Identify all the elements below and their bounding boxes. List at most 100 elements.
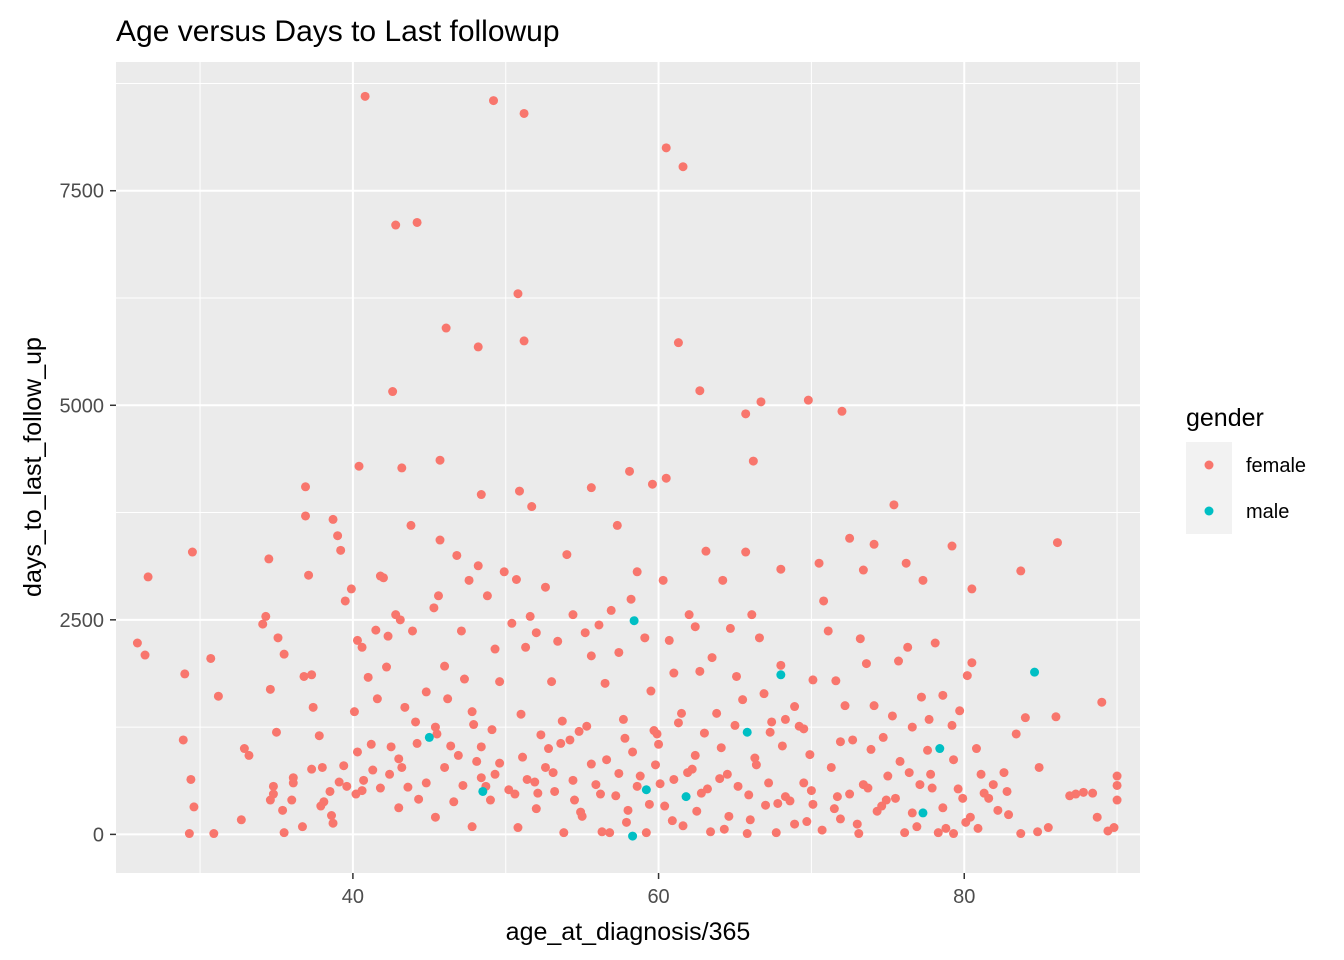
data-point-female: [845, 789, 855, 799]
data-point-female: [900, 828, 910, 838]
data-point-female: [316, 801, 326, 811]
data-point-female: [947, 541, 957, 551]
data-point-female: [236, 815, 246, 825]
data-point-female: [889, 500, 899, 510]
data-point-female: [490, 644, 500, 654]
data-point-female: [432, 729, 442, 739]
data-point-female: [611, 791, 621, 801]
data-point-female: [904, 768, 914, 778]
data-point-female: [301, 511, 311, 521]
data-point-female: [606, 605, 616, 615]
data-point-female: [516, 709, 526, 719]
data-point-female: [1034, 762, 1044, 772]
data-point-female: [521, 642, 531, 652]
data-point-female: [556, 738, 566, 748]
data-point-female: [776, 564, 786, 574]
data-point-female: [738, 695, 748, 705]
data-point-female: [1052, 538, 1062, 548]
data-point-female: [273, 633, 283, 643]
data-point-female: [858, 565, 868, 575]
data-point-female: [751, 760, 761, 770]
data-point-female: [916, 692, 926, 702]
data-point-female: [464, 575, 474, 585]
data-point-female: [568, 610, 578, 620]
data-point-female: [530, 777, 540, 787]
data-point-female: [771, 828, 781, 838]
data-point-female: [644, 799, 654, 809]
data-point-female: [473, 561, 483, 571]
data-point-female: [993, 805, 1003, 815]
data-point-female: [421, 687, 431, 697]
data-point-female: [397, 762, 407, 772]
data-point-female: [933, 828, 943, 838]
data-point-female: [1103, 826, 1113, 836]
y-tick-label: 0: [93, 824, 104, 846]
data-point-female: [848, 735, 858, 745]
data-point-female: [334, 777, 344, 787]
x-tick-label: 40: [342, 886, 364, 908]
data-point-female: [268, 789, 278, 799]
data-point-female: [776, 660, 786, 670]
data-point-female: [531, 628, 541, 638]
data-point-female: [695, 386, 705, 396]
data-point-female: [837, 406, 847, 416]
data-point-female: [132, 638, 142, 648]
data-point-female: [858, 780, 868, 790]
data-point-female: [741, 409, 751, 419]
data-point-female: [744, 790, 754, 800]
data-point-female: [733, 781, 743, 791]
data-point-female: [1112, 795, 1122, 805]
data-point-female: [540, 582, 550, 592]
data-point-female: [495, 677, 505, 687]
data-point-female: [854, 829, 864, 839]
data-point-female: [732, 671, 742, 681]
data-point-female: [826, 762, 836, 772]
data-point-female: [869, 539, 879, 549]
data-point-female: [741, 547, 751, 557]
data-point-female: [614, 768, 624, 778]
data-point-female: [632, 567, 642, 577]
data-point-female: [576, 807, 586, 817]
data-point-female: [452, 550, 462, 560]
data-point-female: [476, 490, 486, 500]
data-point-female: [547, 677, 557, 687]
data-point-female: [511, 574, 521, 584]
data-point-male: [424, 732, 434, 742]
data-point-female: [435, 535, 445, 545]
data-point-female: [777, 741, 787, 751]
data-point-female: [866, 744, 876, 754]
data-point-female: [1112, 780, 1122, 790]
data-point-male: [776, 670, 786, 680]
data-point-female: [568, 775, 578, 785]
data-point-female: [802, 817, 812, 827]
data-point-female: [794, 721, 804, 731]
data-point-female: [308, 702, 318, 712]
data-point-female: [527, 502, 537, 512]
data-point-female: [412, 738, 422, 748]
data-point-female: [395, 615, 405, 625]
data-point-female: [244, 750, 254, 760]
data-point-female: [621, 817, 631, 827]
data-point-female: [597, 827, 607, 837]
legend-swatch-female: [1204, 460, 1214, 470]
data-point-female: [664, 635, 674, 645]
data-point-male: [641, 785, 651, 795]
data-point-female: [799, 778, 809, 788]
data-point-female: [903, 642, 913, 652]
data-point-female: [923, 745, 933, 755]
data-point-female: [961, 817, 971, 827]
data-point-female: [186, 774, 196, 784]
data-point-female: [352, 635, 362, 645]
data-point-female: [926, 769, 936, 779]
data-point-female: [378, 573, 388, 583]
data-point-female: [625, 466, 635, 476]
data-point-female: [514, 486, 524, 496]
data-point-female: [533, 788, 543, 798]
data-point-female: [397, 463, 407, 473]
legend-title: gender: [1186, 404, 1264, 432]
data-point-female: [678, 162, 688, 172]
data-point-female: [669, 774, 679, 784]
data-point-female: [832, 792, 842, 802]
data-point-female: [430, 812, 440, 822]
data-point-female: [907, 808, 917, 818]
